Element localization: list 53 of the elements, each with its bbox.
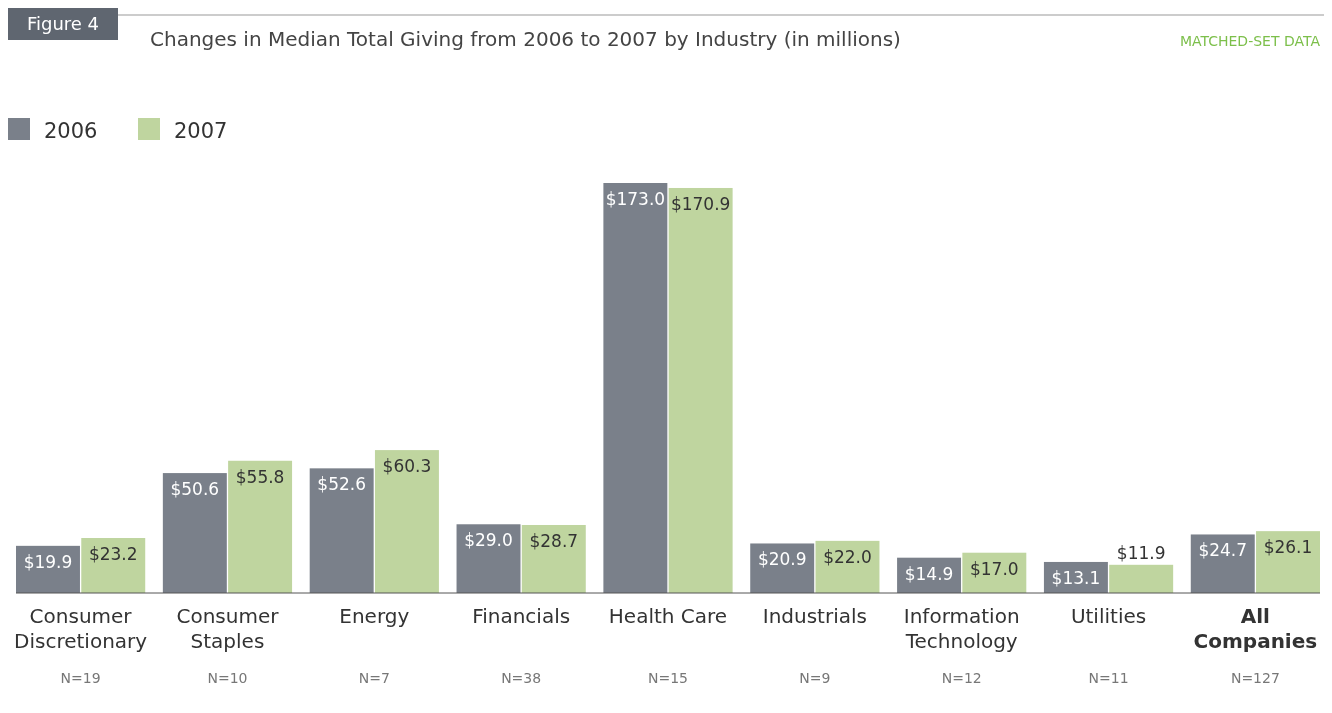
data-label: $11.9 bbox=[1116, 542, 1166, 563]
x-tick-label: Industrials bbox=[762, 604, 867, 628]
data-label: $26.1 bbox=[1263, 537, 1313, 558]
caption: Figure 4 bbox=[26, 13, 100, 34]
bar bbox=[1109, 564, 1174, 593]
bar bbox=[309, 468, 374, 593]
data-label: $55.8 bbox=[235, 466, 285, 487]
bar bbox=[668, 187, 733, 593]
text: N=19 bbox=[60, 670, 101, 686]
text: N=10 bbox=[207, 670, 248, 686]
bar bbox=[81, 538, 146, 593]
bar bbox=[456, 524, 521, 593]
data-label: $13.1 bbox=[1051, 567, 1101, 588]
data-label: $170.9 bbox=[670, 193, 731, 214]
legend-label: 2006 bbox=[44, 119, 98, 143]
x-tick-label: Information Technology bbox=[903, 604, 1020, 653]
x-tick-label: Utilities bbox=[1070, 604, 1147, 628]
bar bbox=[374, 450, 439, 593]
data-label: $17.0 bbox=[969, 558, 1019, 579]
data-label: $14.9 bbox=[904, 563, 954, 584]
text: N=38 bbox=[501, 670, 542, 686]
x-tick-label: All Companies bbox=[1193, 604, 1318, 653]
text: N=127 bbox=[1230, 670, 1280, 686]
data-label: $19.9 bbox=[23, 551, 73, 572]
data-label: $22.0 bbox=[823, 546, 872, 567]
text: N=15 bbox=[647, 670, 689, 686]
text: N=11 bbox=[1088, 670, 1129, 686]
data-label: $60.3 bbox=[382, 456, 432, 477]
data-label: $24.7 bbox=[1198, 540, 1248, 561]
data-label: $20.9 bbox=[757, 549, 807, 570]
data-label: $23.2 bbox=[88, 544, 138, 565]
text: N=9 bbox=[799, 670, 831, 686]
x-tick-label: Consumer Staples bbox=[176, 604, 280, 653]
chart-subtitle: MATCHED-SET DATA bbox=[1179, 33, 1321, 49]
legend-label: 2007 bbox=[174, 119, 228, 143]
x-tick-label: Financials bbox=[472, 604, 571, 628]
bar bbox=[1256, 531, 1320, 593]
bar bbox=[228, 460, 293, 593]
bar bbox=[1190, 534, 1255, 593]
text: N=7 bbox=[358, 670, 390, 686]
x-tick-label: Consumer Discretionary bbox=[14, 604, 148, 653]
text: N=12 bbox=[941, 670, 982, 686]
data-label: $28.7 bbox=[529, 530, 579, 551]
bar bbox=[603, 183, 668, 593]
chart-title: Changes in Median Total Giving from 2006 to 2007 by Industry (in millions) bbox=[150, 27, 901, 51]
bar bbox=[521, 524, 586, 593]
x-tick-label: Health Care bbox=[608, 604, 728, 628]
data-label: $52.6 bbox=[317, 474, 367, 495]
bar bbox=[162, 473, 227, 593]
data-label: $173.0 bbox=[605, 189, 666, 209]
data-label: $29.0 bbox=[464, 530, 513, 551]
x-tick-label: Energy bbox=[339, 604, 410, 628]
data-label: $50.6 bbox=[170, 479, 220, 500]
